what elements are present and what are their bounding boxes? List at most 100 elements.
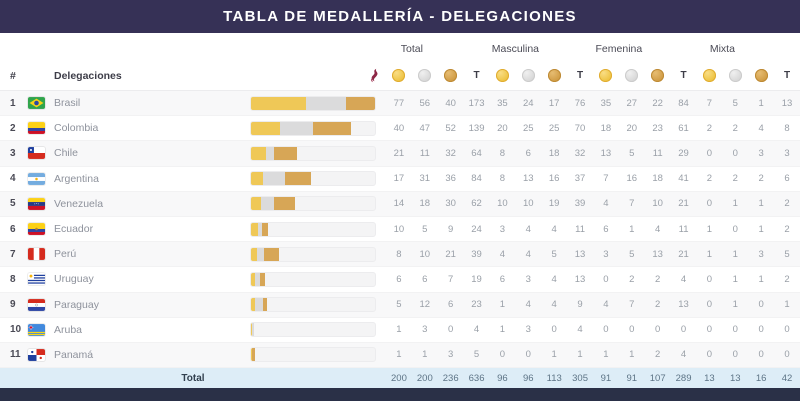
footer-total-bronze: 236 — [442, 372, 459, 384]
country-flag-icon — [28, 122, 54, 135]
cell-mixta-silver: 1 — [732, 198, 738, 210]
cell-total-silver: 47 — [419, 122, 431, 134]
cell-masculina-silver: 3 — [525, 273, 531, 285]
cell-total-bronze: 7 — [448, 273, 454, 285]
cell-mixta-silver: 2 — [732, 122, 738, 134]
row-position: 2 — [10, 122, 16, 134]
cell-total-silver: 6 — [422, 273, 428, 285]
cell-masculina-gold: 35 — [497, 97, 508, 109]
delegation-name: Venezuela — [54, 197, 104, 210]
cell-mixta-bronze: 0 — [758, 349, 764, 361]
cell-femenina-t: 21 — [678, 198, 689, 210]
cell-femenina-t: 84 — [678, 97, 689, 109]
row-position: 8 — [10, 273, 16, 285]
cell-mixta-t: 0 — [784, 324, 790, 336]
cell-mixta-silver: 0 — [732, 349, 738, 361]
cell-mixta-gold: 2 — [706, 122, 713, 134]
bronze-medal-icon — [651, 69, 665, 82]
bar-bronze-segment — [263, 298, 268, 312]
cell-femenina-gold: 0 — [603, 324, 609, 336]
medal-bar — [250, 196, 386, 212]
cell-femenina-bronze: 18 — [652, 173, 663, 185]
position-column-header: # — [10, 69, 16, 82]
cell-femenina-bronze: 0 — [655, 324, 661, 336]
cell-total-silver: 18 — [419, 198, 431, 210]
bar-silver-segment — [279, 121, 314, 135]
bottom-navy-bar — [0, 388, 800, 401]
country-flag-icon — [28, 248, 54, 261]
cell-femenina-bronze: 13 — [652, 248, 663, 260]
cell-femenina-t: 4 — [680, 273, 687, 285]
cell-masculina-bronze: 4 — [551, 299, 557, 311]
bar-silver-segment — [266, 146, 274, 160]
row-position: 5 — [10, 198, 16, 210]
cell-masculina-t: 70 — [574, 122, 586, 134]
cell-total-t: 24 — [471, 223, 482, 235]
group-label-femenina: Femenina — [595, 43, 643, 55]
cell-femenina-silver: 1 — [629, 349, 635, 361]
cell-masculina-bronze: 5 — [551, 248, 557, 260]
cell-mixta-bronze: 0 — [758, 299, 764, 311]
cell-femenina-t: 29 — [678, 147, 689, 159]
bar-silver-segment — [306, 96, 347, 110]
cell-masculina-bronze: 16 — [548, 173, 560, 185]
total-column-header: T — [784, 70, 791, 81]
delegation-name: Uruguay — [54, 273, 94, 286]
cell-mixta-t: 2 — [784, 198, 790, 210]
group-label-mixta: Mixta — [709, 43, 735, 55]
total-column-header: T — [577, 70, 584, 81]
footer-total-silver: 200 — [416, 372, 433, 384]
cell-masculina-bronze: 4 — [551, 223, 557, 235]
medal-bar — [250, 145, 386, 161]
cell-masculina-gold: 3 — [499, 223, 506, 235]
cell-femenina-silver: 5 — [629, 147, 635, 159]
cell-total-t: 62 — [471, 198, 482, 210]
bar-bronze-segment — [273, 146, 297, 160]
cell-total-gold: 5 — [396, 299, 402, 311]
cell-total-bronze: 6 — [448, 299, 454, 311]
footer-femenina-t: 289 — [675, 372, 692, 384]
cell-mixta-silver: 1 — [732, 248, 738, 260]
delegation-name: Colombia — [54, 122, 99, 135]
medal-bar-track — [250, 297, 376, 313]
cell-femenina-t: 13 — [678, 299, 689, 311]
cell-femenina-silver: 27 — [626, 97, 638, 109]
cell-masculina-silver: 4 — [525, 223, 531, 235]
medal-bar-track — [250, 95, 376, 111]
country-flag-icon — [28, 97, 54, 110]
cell-masculina-bronze: 18 — [548, 147, 560, 159]
cell-mixta-t: 1 — [784, 299, 790, 311]
cell-femenina-gold: 13 — [600, 147, 612, 159]
cell-masculina-t: 39 — [574, 198, 586, 210]
cell-femenina-bronze: 2 — [655, 349, 661, 361]
country-flag-icon — [28, 323, 54, 336]
cell-masculina-silver: 13 — [523, 173, 534, 185]
cell-total-bronze: 52 — [445, 122, 456, 134]
cell-total-t: 173 — [468, 97, 485, 109]
group-label-masculina: Masculina — [491, 43, 540, 55]
bar-gold-segment — [251, 172, 264, 186]
cell-total-bronze: 40 — [445, 97, 456, 109]
cell-masculina-gold: 10 — [497, 198, 508, 210]
cell-masculina-gold: 20 — [497, 122, 508, 134]
cell-total-t: 5 — [473, 349, 480, 361]
cell-total-silver: 5 — [422, 223, 428, 235]
cell-total-gold: 21 — [393, 147, 405, 159]
cell-femenina-silver: 2 — [629, 273, 635, 285]
cell-masculina-t: 9 — [577, 299, 583, 311]
footer-mixta-bronze: 16 — [755, 372, 767, 384]
cell-mixta-t: 2 — [784, 223, 790, 235]
cell-femenina-t: 0 — [680, 324, 687, 336]
cell-total-silver: 56 — [419, 97, 431, 109]
cell-mixta-t: 8 — [784, 122, 790, 134]
bar-gold-segment — [251, 146, 267, 160]
cell-femenina-gold: 0 — [603, 273, 609, 285]
cell-masculina-t: 13 — [574, 273, 586, 285]
cell-total-gold: 6 — [396, 273, 402, 285]
cell-mixta-silver: 5 — [732, 97, 738, 109]
cell-femenina-silver: 7 — [629, 299, 635, 311]
cell-mixta-silver: 0 — [732, 223, 738, 235]
cell-mixta-silver: 2 — [732, 173, 738, 185]
cell-mixta-gold: 0 — [706, 198, 713, 210]
bar-silver-segment — [263, 172, 286, 186]
